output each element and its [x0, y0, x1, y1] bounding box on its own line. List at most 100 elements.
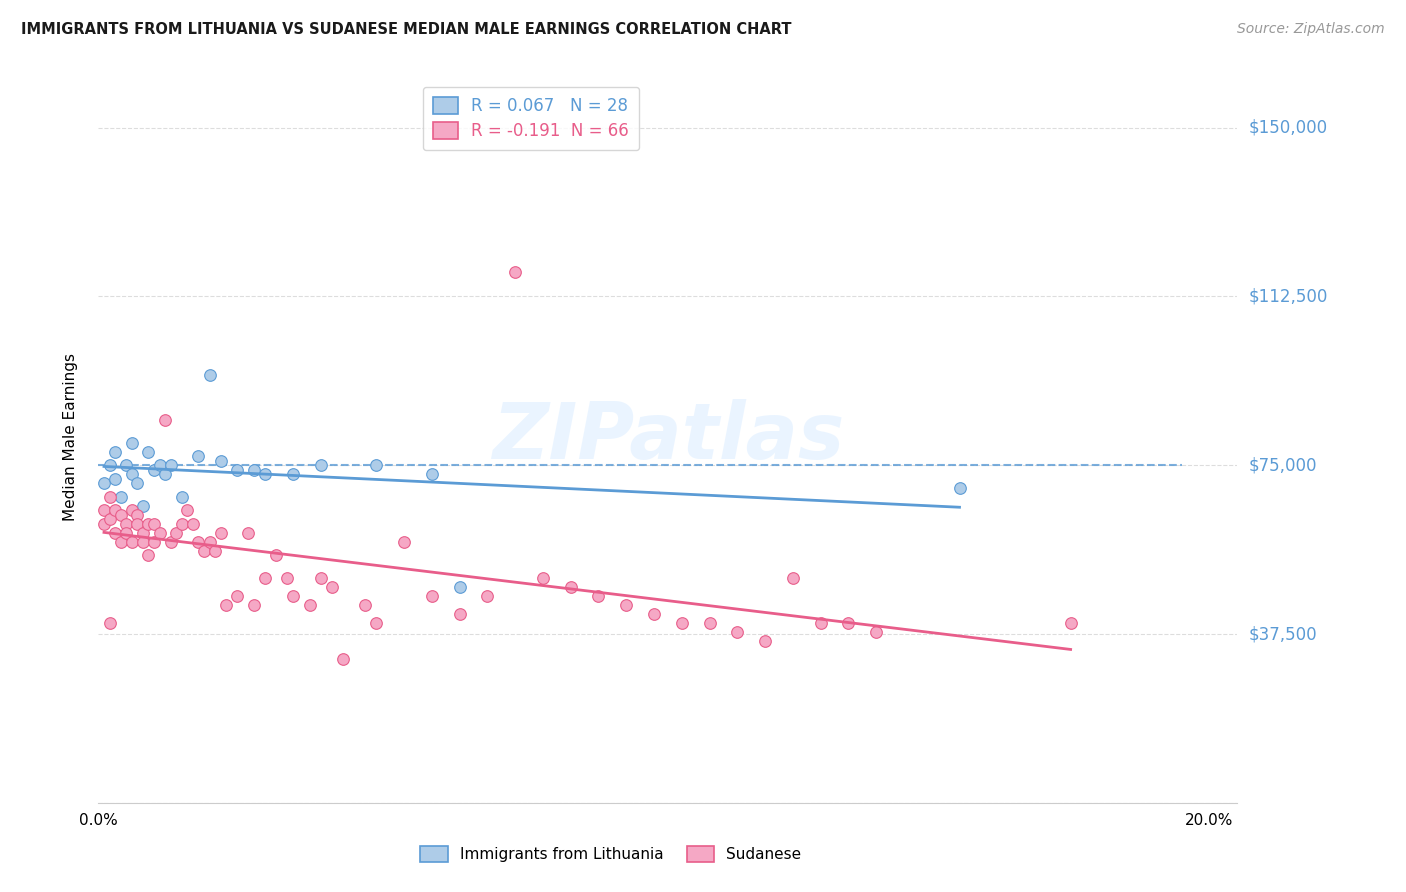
Point: [309, 571, 332, 585]
Point: [354, 598, 377, 612]
Point: [366, 615, 388, 630]
Point: [243, 598, 266, 612]
Point: [115, 525, 138, 540]
Point: [264, 548, 287, 562]
Point: [104, 472, 127, 486]
Point: [204, 543, 226, 558]
Point: [193, 543, 215, 558]
Point: [110, 508, 132, 522]
Point: [810, 615, 832, 630]
Point: [170, 490, 193, 504]
Text: Source: ZipAtlas.com: Source: ZipAtlas.com: [1237, 22, 1385, 37]
Point: [132, 534, 155, 549]
Text: $37,500: $37,500: [1249, 625, 1317, 643]
Point: [187, 449, 209, 463]
Point: [115, 516, 138, 531]
Point: [560, 580, 582, 594]
Point: [153, 413, 176, 427]
Point: [281, 589, 304, 603]
Point: [159, 458, 181, 473]
Legend: Immigrants from Lithuania, Sudanese: Immigrants from Lithuania, Sudanese: [415, 840, 807, 868]
Text: $112,500: $112,500: [1249, 287, 1327, 305]
Point: [153, 467, 176, 482]
Point: [110, 534, 132, 549]
Point: [121, 435, 143, 450]
Point: [104, 444, 127, 458]
Point: [138, 516, 160, 531]
Point: [948, 481, 970, 495]
Point: [503, 265, 526, 279]
Point: [143, 463, 166, 477]
Point: [1059, 615, 1081, 630]
Point: [754, 633, 776, 648]
Point: [148, 525, 170, 540]
Point: [281, 467, 304, 482]
Point: [309, 458, 332, 473]
Text: $150,000: $150,000: [1249, 119, 1327, 136]
Point: [837, 615, 859, 630]
Point: [671, 615, 693, 630]
Point: [725, 624, 748, 639]
Point: [93, 476, 115, 491]
Point: [138, 548, 160, 562]
Point: [127, 476, 149, 491]
Point: [127, 508, 149, 522]
Point: [121, 467, 143, 482]
Point: [132, 525, 155, 540]
Point: [181, 516, 204, 531]
Point: [209, 525, 232, 540]
Point: [614, 598, 637, 612]
Point: [276, 571, 298, 585]
Point: [699, 615, 721, 630]
Point: [226, 589, 249, 603]
Y-axis label: Median Male Earnings: Median Male Earnings: [63, 353, 77, 521]
Point: [298, 598, 321, 612]
Point: [254, 571, 277, 585]
Point: [531, 571, 554, 585]
Point: [449, 607, 471, 621]
Point: [226, 463, 249, 477]
Point: [93, 516, 115, 531]
Point: [321, 580, 343, 594]
Point: [98, 512, 121, 526]
Point: [782, 571, 804, 585]
Point: [215, 598, 238, 612]
Point: [121, 503, 143, 517]
Point: [143, 516, 166, 531]
Point: [115, 458, 138, 473]
Point: [104, 503, 127, 517]
Point: [121, 534, 143, 549]
Point: [238, 525, 260, 540]
Text: ZIPatlas: ZIPatlas: [492, 399, 844, 475]
Point: [98, 490, 121, 504]
Point: [127, 516, 149, 531]
Point: [104, 525, 127, 540]
Point: [98, 615, 121, 630]
Point: [187, 534, 209, 549]
Point: [198, 534, 221, 549]
Point: [243, 463, 266, 477]
Point: [209, 453, 232, 467]
Point: [98, 458, 121, 473]
Point: [332, 652, 354, 666]
Text: $75,000: $75,000: [1249, 456, 1317, 475]
Point: [366, 458, 388, 473]
Point: [420, 467, 443, 482]
Point: [165, 525, 187, 540]
Point: [449, 580, 471, 594]
Point: [143, 534, 166, 549]
Point: [170, 516, 193, 531]
Point: [110, 490, 132, 504]
Point: [148, 458, 170, 473]
Point: [93, 503, 115, 517]
Point: [198, 368, 221, 383]
Point: [420, 589, 443, 603]
Point: [132, 499, 155, 513]
Point: [176, 503, 198, 517]
Point: [477, 589, 499, 603]
Point: [865, 624, 887, 639]
Point: [643, 607, 665, 621]
Point: [588, 589, 610, 603]
Point: [254, 467, 277, 482]
Point: [138, 444, 160, 458]
